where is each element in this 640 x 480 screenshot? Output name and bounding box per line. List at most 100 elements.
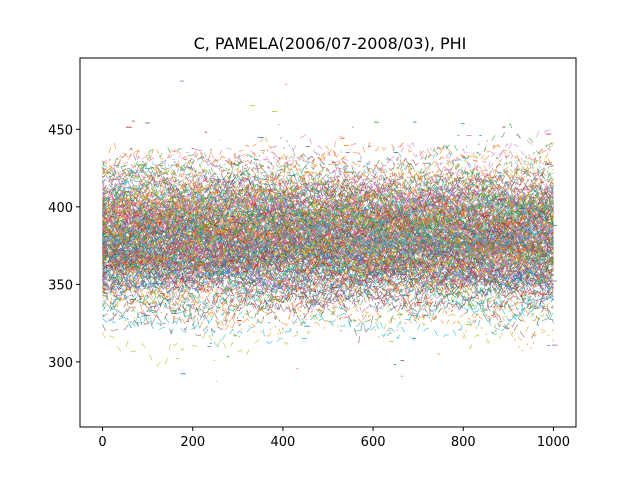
- series-line: [102, 208, 554, 260]
- outlier-point: [213, 360, 216, 361]
- outlier-point: [242, 214, 246, 216]
- outlier-point: [225, 288, 232, 290]
- outlier-point: [442, 237, 447, 239]
- outlier-point: [138, 156, 141, 158]
- outlier-point: [118, 183, 125, 185]
- outlier-point: [185, 184, 187, 185]
- x-tick-label: 0: [98, 435, 106, 450]
- outlier-point: [436, 176, 442, 178]
- outlier-point: [540, 211, 545, 213]
- outlier-point: [368, 145, 372, 147]
- series-line: [102, 249, 554, 316]
- outlier-point: [207, 346, 211, 347]
- series-line: [102, 198, 554, 248]
- outlier-point: [501, 222, 504, 224]
- outlier-point: [280, 211, 287, 213]
- series-line: [102, 168, 554, 224]
- series-line: [102, 213, 554, 286]
- outlier-point: [460, 222, 462, 224]
- outlier-point: [175, 287, 180, 288]
- series-line: [102, 217, 554, 266]
- outlier-point: [488, 178, 492, 180]
- outlier-point: [344, 317, 349, 318]
- series-line: [102, 219, 554, 283]
- outlier-point: [451, 286, 454, 288]
- outlier-point: [289, 175, 296, 177]
- outlier-point: [401, 274, 406, 275]
- outlier-point: [297, 258, 302, 260]
- outlier-point: [232, 214, 238, 216]
- outlier-point: [285, 83, 288, 85]
- outlier-point: [283, 198, 286, 200]
- series-line: [102, 166, 554, 238]
- outlier-point: [224, 220, 228, 221]
- outlier-point: [291, 191, 297, 193]
- series-line: [102, 250, 554, 314]
- outlier-point: [147, 287, 151, 289]
- outlier-point: [393, 181, 396, 183]
- series-line: [102, 292, 554, 353]
- outlier-point: [312, 232, 314, 233]
- y-axis: 300 350 400 450: [48, 123, 80, 371]
- outlier-point: [440, 259, 445, 260]
- outlier-point: [137, 164, 144, 166]
- outlier-point: [345, 152, 350, 153]
- series-line: [102, 207, 554, 254]
- series-line: [102, 135, 554, 207]
- series-line: [102, 272, 554, 324]
- outlier-point: [520, 163, 523, 165]
- series-line: [102, 193, 554, 270]
- outlier-point: [540, 201, 544, 203]
- x-tick-label: 600: [361, 435, 386, 450]
- series-line: [102, 145, 554, 207]
- outlier-point: [126, 126, 132, 128]
- outlier-point: [491, 238, 495, 240]
- outlier-point: [236, 235, 239, 236]
- outlier-point: [462, 260, 464, 262]
- outlier-point: [138, 274, 142, 276]
- series-line: [102, 231, 554, 294]
- outlier-point: [270, 146, 275, 148]
- series-line: [102, 285, 554, 348]
- outlier-point: [340, 242, 346, 243]
- outlier-point: [323, 245, 325, 247]
- outlier-point: [413, 121, 417, 123]
- outlier-point: [249, 291, 254, 293]
- series-line: [102, 233, 554, 303]
- outlier-point: [314, 273, 317, 275]
- outlier-point: [301, 291, 307, 293]
- outlier-point: [484, 170, 488, 172]
- outlier-point: [125, 285, 129, 287]
- series-line: [102, 177, 554, 213]
- series-line: [102, 166, 554, 213]
- outlier-point: [131, 120, 135, 122]
- outlier-point: [540, 279, 544, 281]
- outlier-point: [212, 191, 219, 193]
- outlier-point: [344, 172, 350, 173]
- outlier-point: [261, 192, 264, 194]
- outlier-point: [185, 304, 191, 306]
- series-line: [102, 218, 554, 281]
- series-line: [102, 262, 554, 314]
- series-line: [102, 222, 554, 291]
- outlier-point: [500, 306, 504, 307]
- outlier-point: [507, 222, 509, 224]
- outlier-point: [257, 137, 264, 139]
- outlier-point: [529, 281, 534, 283]
- outlier-point: [193, 282, 196, 284]
- outlier-point: [234, 270, 239, 272]
- outlier-point: [167, 201, 172, 202]
- outlier-point: [194, 149, 199, 151]
- outlier-point: [158, 164, 164, 166]
- outlier-point: [157, 230, 162, 231]
- series-line: [102, 247, 554, 307]
- series-line: [102, 219, 554, 286]
- outlier-point: [534, 274, 539, 275]
- outlier-point: [172, 234, 179, 236]
- outlier-point: [111, 318, 115, 320]
- series-line: [102, 263, 554, 315]
- outlier-point: [458, 329, 460, 331]
- outlier-point: [327, 195, 333, 197]
- outlier-point: [214, 203, 221, 205]
- outlier-point: [131, 200, 135, 202]
